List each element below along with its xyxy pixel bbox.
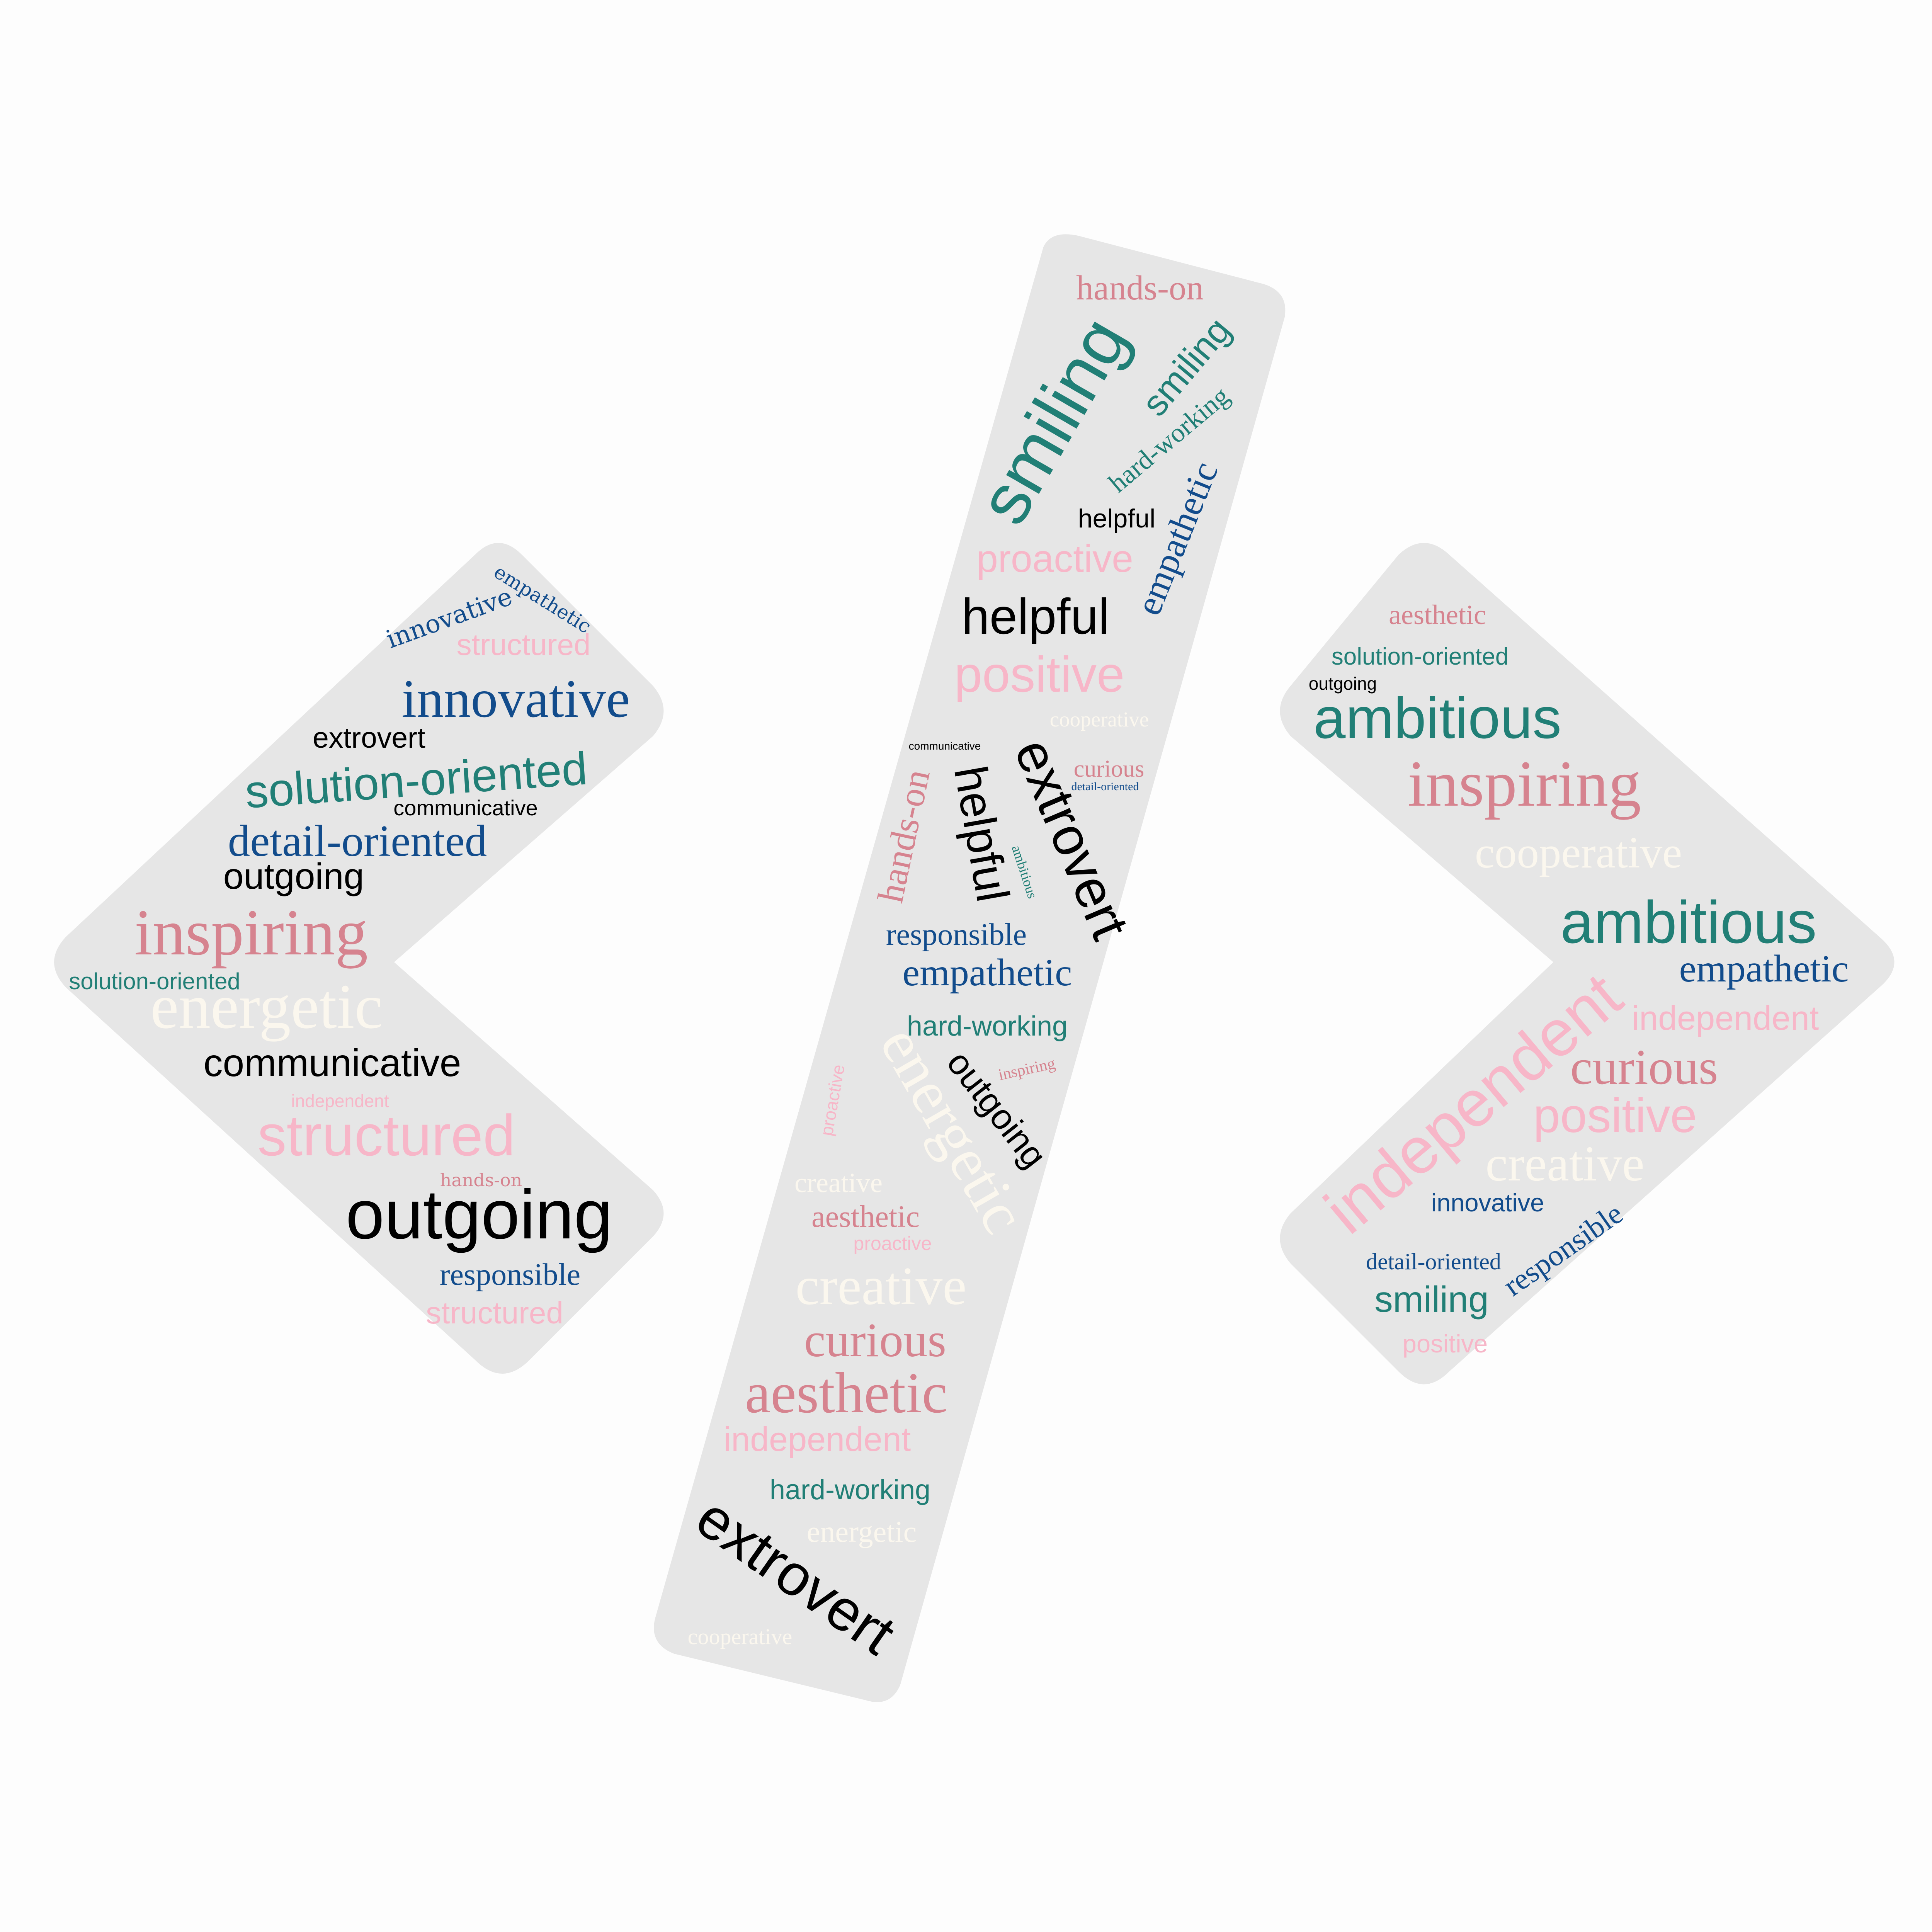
word-communicative: communicative xyxy=(204,1041,461,1085)
word-structured: structured xyxy=(426,1296,563,1330)
word-creative: creative xyxy=(794,1167,883,1198)
left-bracket-words: empathetic innovative structured innovat… xyxy=(69,561,630,1330)
word-aesthetic: aesthetic xyxy=(745,1361,948,1425)
word-curious: curious xyxy=(1074,756,1145,782)
word-detail-oriented: detail-oriented xyxy=(1366,1249,1501,1274)
word-ambitious: ambitious xyxy=(1313,685,1561,750)
word-ambitious: ambitious xyxy=(1560,889,1816,956)
word-responsible: responsible xyxy=(886,918,1027,952)
word-inspiring: inspiring xyxy=(1408,747,1641,820)
word-creative: creative xyxy=(1485,1136,1644,1192)
left-angle-bracket-shape xyxy=(54,543,664,1374)
word-extrovert: extrovert xyxy=(313,721,425,754)
word-detail-oriented: detail-oriented xyxy=(228,816,487,866)
word-positive: positive xyxy=(1403,1330,1488,1358)
word-independent: independent xyxy=(291,1091,389,1111)
right-angle-bracket-shape xyxy=(1280,543,1895,1384)
word-hard-working: hard-working xyxy=(770,1475,930,1505)
word-hands-on: hands-on xyxy=(1076,269,1204,307)
word-curious: curious xyxy=(1570,1039,1718,1095)
word-hard-working: hard-working xyxy=(907,1011,1068,1042)
word-outgoing: outgoing xyxy=(346,1176,613,1253)
word-communicative: communicative xyxy=(393,796,537,820)
word-proactive: proactive xyxy=(854,1233,932,1254)
word-aesthetic: aesthetic xyxy=(1389,599,1486,630)
word-outgoing: outgoing xyxy=(223,856,364,897)
word-independent: independent xyxy=(1632,999,1819,1037)
word-communicative: communicative xyxy=(909,740,981,752)
word-detail-oriented: detail-oriented xyxy=(1071,780,1139,793)
word-curious: curious xyxy=(804,1314,946,1367)
word-creative: creative xyxy=(796,1256,967,1316)
word-inspiring: inspiring xyxy=(134,896,368,969)
word-structured: structured xyxy=(258,1103,515,1168)
word-helpful: helpful xyxy=(961,588,1109,645)
word-responsible: responsible xyxy=(440,1258,580,1292)
word-positive: positive xyxy=(1533,1089,1697,1143)
word-cooperative: cooperative xyxy=(1475,828,1682,877)
word-energetic: energetic xyxy=(150,971,383,1042)
word-innovative: innovative xyxy=(402,669,630,729)
word-energetic: energetic xyxy=(807,1515,917,1548)
word-positive: positive xyxy=(954,646,1125,702)
word-helpful: helpful xyxy=(1078,504,1155,533)
word-independent: independent xyxy=(724,1420,911,1458)
word-proactive: proactive xyxy=(976,537,1133,580)
word-structured: structured xyxy=(457,628,591,662)
word-aesthetic: aesthetic xyxy=(811,1200,920,1234)
word-cooperative: cooperative xyxy=(688,1624,793,1649)
word-empathetic: empathetic xyxy=(903,951,1072,994)
word-empathetic: empathetic xyxy=(1679,947,1849,990)
word-outgoing: outgoing xyxy=(1309,673,1377,694)
word-solution-oriented: solution-oriented xyxy=(69,968,240,994)
word-smiling: smiling xyxy=(1374,1279,1489,1320)
word-hands-on: hands-on xyxy=(440,1170,522,1190)
word-solution-oriented: solution-oriented xyxy=(1332,643,1509,670)
word-cooperative: cooperative xyxy=(1050,707,1149,731)
slash-shape xyxy=(654,234,1286,1702)
word-innovative: innovative xyxy=(1431,1189,1544,1217)
